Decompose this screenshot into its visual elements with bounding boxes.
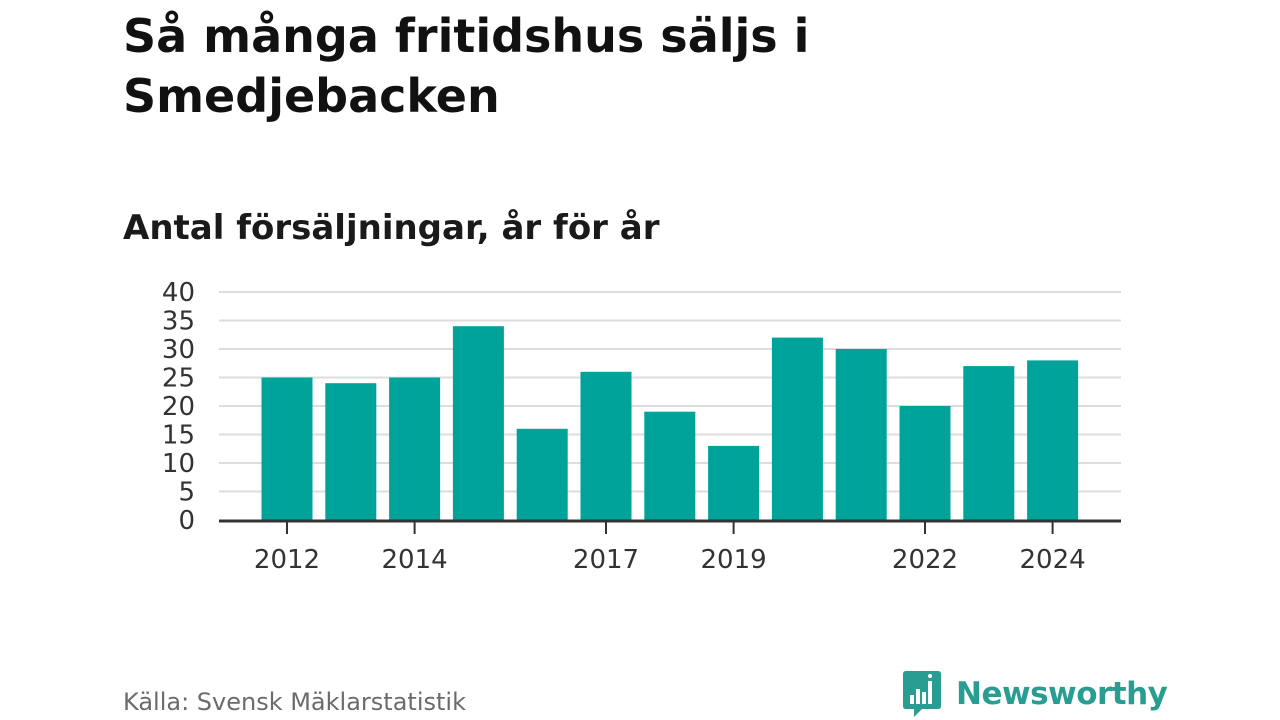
bar-2021 xyxy=(835,349,887,520)
x-tick-label: 2022 xyxy=(892,545,958,575)
y-tick-label: 15 xyxy=(162,421,195,451)
bar-2013 xyxy=(325,383,377,520)
chart-title: Så många fritidshus säljs i Smedjebacken xyxy=(123,9,810,123)
y-tick-label: 35 xyxy=(162,307,195,337)
x-axis-ticks: 2012 2014 2017 2019 2022 2024 xyxy=(254,522,1086,575)
bars xyxy=(261,326,1079,520)
y-tick-label: 30 xyxy=(162,335,195,365)
bar-2018 xyxy=(644,411,696,520)
y-tick-label: 40 xyxy=(162,278,195,308)
y-tick-label: 20 xyxy=(162,392,195,422)
bar-2012 xyxy=(261,377,313,520)
chart-subtitle: Antal försäljningar, år för år xyxy=(123,208,660,248)
y-tick-label: 25 xyxy=(162,364,195,394)
y-tick-label: 0 xyxy=(178,506,195,536)
x-tick-label: 2017 xyxy=(573,545,639,575)
x-tick-label: 2024 xyxy=(1020,545,1086,575)
bar-2019 xyxy=(708,445,760,520)
x-tick-label: 2019 xyxy=(701,545,767,575)
bar-2016 xyxy=(516,428,568,520)
bar-2024 xyxy=(1027,360,1079,520)
bar-2014 xyxy=(389,377,441,520)
brand-logo: Newsworthy xyxy=(902,668,1168,720)
y-tick-label: 5 xyxy=(178,478,195,508)
bar-2023 xyxy=(963,366,1015,520)
y-tick-label: 10 xyxy=(162,449,195,479)
bar-chart-bubble-icon xyxy=(903,671,941,717)
bar-2020 xyxy=(771,337,823,520)
bar-2017 xyxy=(580,371,632,520)
brand-name: Newsworthy xyxy=(956,676,1168,712)
x-tick-label: 2012 xyxy=(254,545,320,575)
bar-2022 xyxy=(899,406,951,520)
bar-2015 xyxy=(452,326,504,520)
x-tick-label: 2014 xyxy=(382,545,448,575)
source-note: Källa: Svensk Mäklarstatistik xyxy=(123,688,466,716)
